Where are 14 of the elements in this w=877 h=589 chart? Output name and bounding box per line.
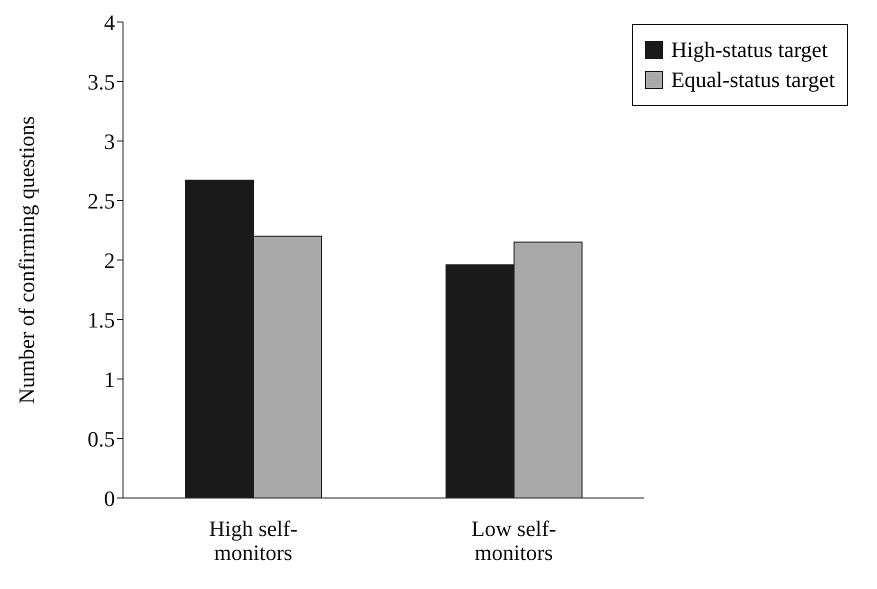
y-tick-label: 1.5 [88, 307, 115, 332]
x-tick-label: High self-monitors [208, 516, 298, 565]
legend-label: High-status target [671, 37, 828, 63]
y-axis-title: Number of confirming questions [14, 116, 39, 404]
y-tick-label: 1 [104, 366, 115, 392]
y-tick-label: 4 [104, 10, 115, 35]
legend-label: Equal-status target [671, 67, 835, 93]
y-tick-label: 2 [104, 248, 115, 273]
y-tick-label: 3 [104, 128, 115, 154]
y-tick-label: 3.5 [88, 69, 115, 94]
y-tick-label: 0 [104, 486, 115, 511]
x-tick-label: Low self-monitors [471, 516, 556, 565]
y-tick-label: 2.5 [88, 188, 115, 214]
y-tick-label: 0.5 [88, 426, 115, 452]
